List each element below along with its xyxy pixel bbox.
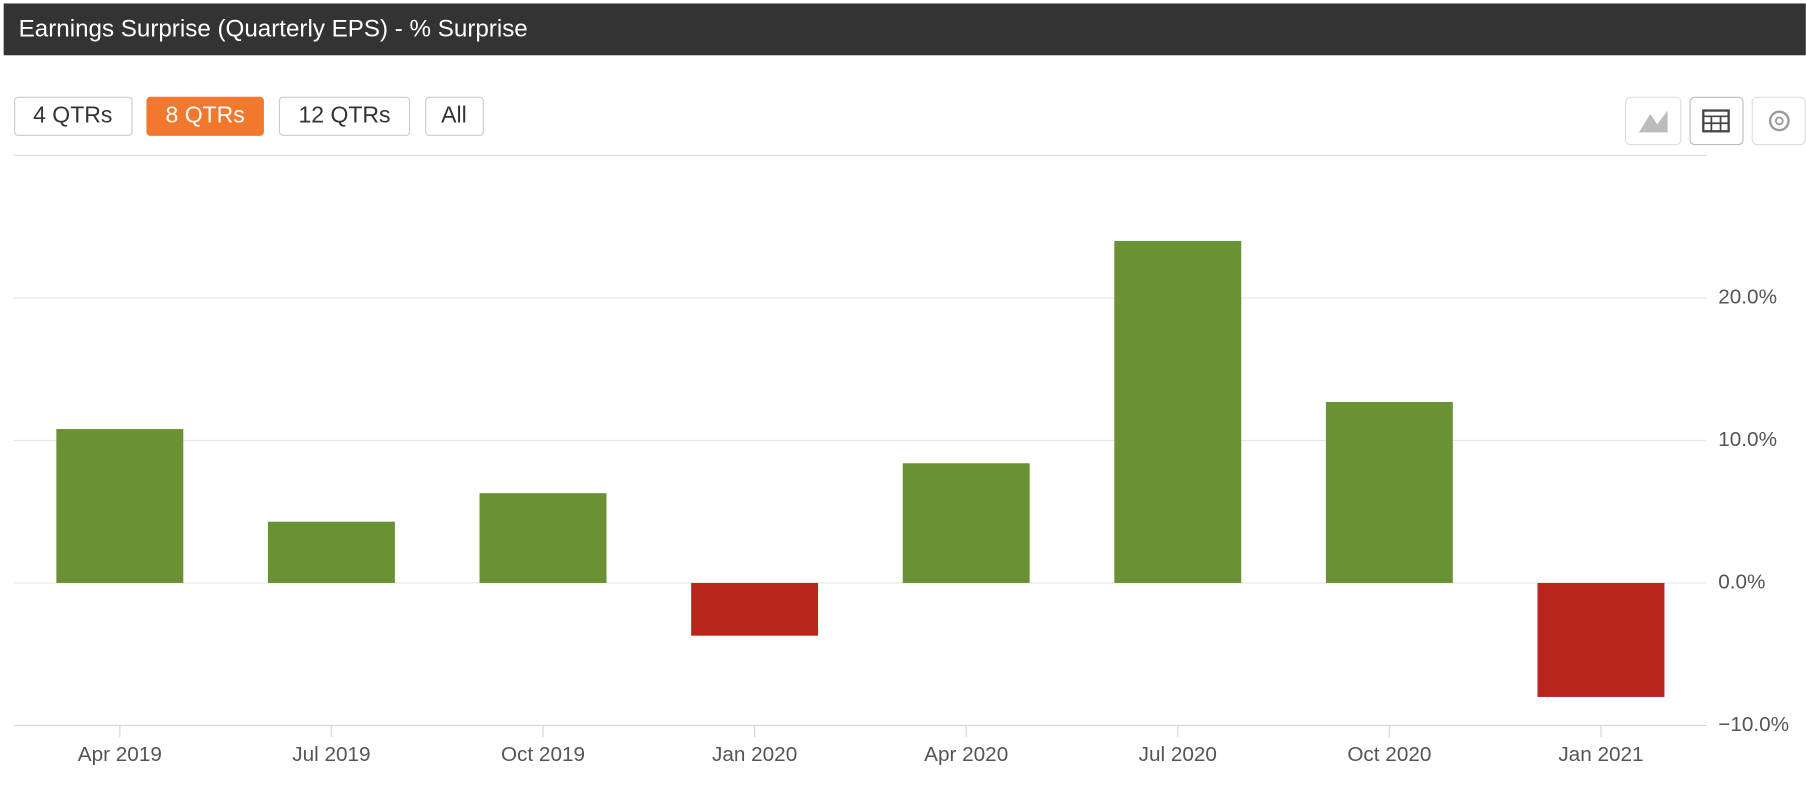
- x-tick-label: Oct 2020: [1347, 743, 1431, 766]
- chart-title: Earnings Surprise (Quarterly EPS) - % Su…: [19, 15, 528, 42]
- x-tick-label: Oct 2019: [501, 743, 585, 766]
- x-tick-label: Jul 2019: [292, 743, 370, 766]
- button-label: All: [441, 101, 467, 127]
- table-button[interactable]: [1689, 96, 1744, 146]
- bar: [1325, 401, 1453, 583]
- x-tick-label: Jul 2020: [1139, 743, 1217, 766]
- range-button[interactable]: All: [425, 96, 484, 136]
- bar: [1114, 240, 1242, 583]
- bar: [691, 582, 819, 636]
- y-tick-label: 0.0%: [1718, 570, 1765, 593]
- settings-button[interactable]: [1751, 96, 1806, 146]
- chart-type-button[interactable]: [1625, 96, 1682, 146]
- y-tick-label: 10.0%: [1718, 428, 1777, 451]
- y-tick-label: −10.0%: [1718, 713, 1789, 736]
- x-tick-label: Apr 2019: [78, 743, 162, 766]
- range-button[interactable]: 12 QTRs: [278, 96, 411, 136]
- x-tick-label: Jan 2021: [1558, 743, 1643, 766]
- range-button[interactable]: 8 QTRs: [146, 96, 264, 136]
- range-button[interactable]: 4 QTRs: [14, 96, 133, 136]
- button-label: 4 QTRs: [33, 101, 112, 127]
- bar: [479, 493, 607, 583]
- x-tick-label: Jan 2020: [712, 743, 797, 766]
- x-tick-label: Apr 2020: [924, 743, 1008, 766]
- bar: [56, 429, 184, 583]
- y-tick-label: 20.0%: [1718, 285, 1777, 308]
- button-label: 8 QTRs: [166, 101, 245, 127]
- header-bar: [3, 3, 1806, 56]
- bar: [902, 463, 1030, 583]
- bar: [267, 521, 395, 583]
- button-label: 12 QTRs: [298, 101, 390, 127]
- bar: [1537, 582, 1665, 697]
